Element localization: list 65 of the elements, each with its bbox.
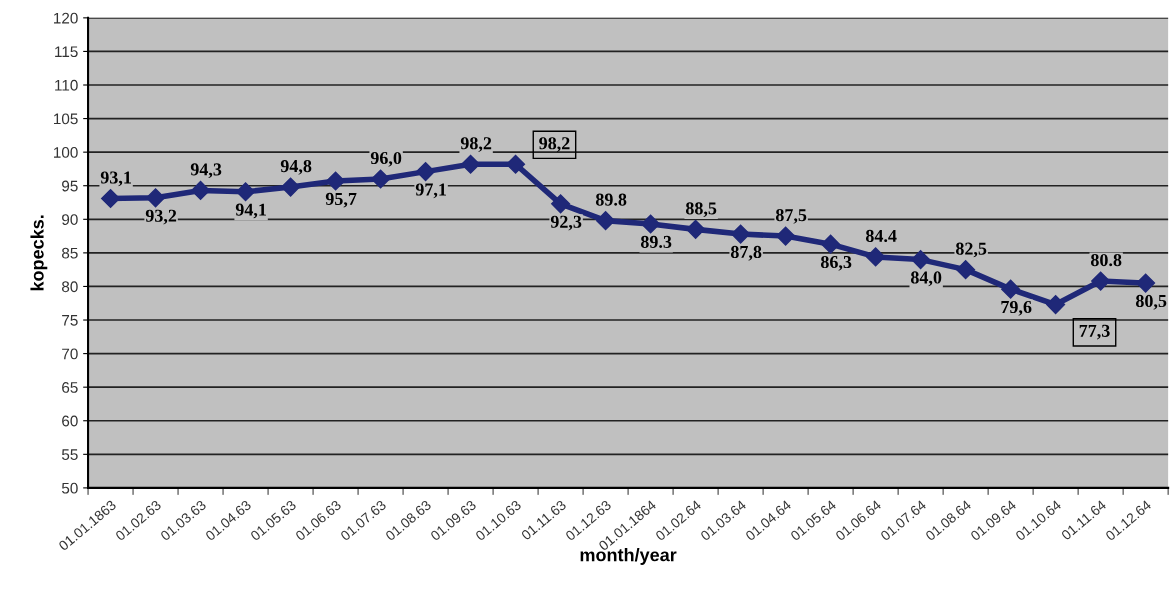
point [371,169,391,189]
point [1136,273,1156,293]
data-label: 82,5 [955,242,987,258]
y-tick-label: 80 [62,281,78,293]
x-axis-title: month/year [580,548,677,565]
data-label: 86,3 [820,255,852,271]
data-label: 94,3 [190,163,222,179]
data-label: 80.8 [1090,253,1122,267]
data-label: 87,8 [730,245,762,261]
point [146,188,166,208]
data-label: 84.4 [865,229,897,243]
data-label: 79,6 [1001,300,1032,316]
annotation: 77,3 [1079,324,1110,340]
data-label: 84,0 [910,271,942,287]
y-tick-label: 110 [55,79,78,91]
y-tick-label: 85 [62,247,78,259]
data-label: 95,7 [325,192,357,208]
y-tick-label: 75 [62,315,78,326]
point [101,188,121,209]
data-label: 89.3 [640,235,672,249]
annotation: 98,2 [539,137,570,152]
data-label: 94,1 [235,203,266,219]
point [956,260,976,280]
point [1001,279,1021,299]
data-label: 89.8 [595,193,627,206]
point [866,247,886,267]
point [281,177,301,197]
data-label: 94,8 [280,159,312,175]
point [1091,271,1111,291]
data-label: 80,5 [1135,294,1167,310]
y-tick-label: 100 [54,147,78,158]
point [686,219,706,239]
y-tick-label: 65 [62,382,78,393]
point [821,234,841,254]
data-label: 88,5 [685,202,717,218]
data-label: 96,0 [370,151,402,167]
point [326,171,346,191]
y-axis-title: kopecks. [30,215,48,291]
data-label: 98,2 [460,137,492,152]
y-tick-label: 115 [55,46,78,58]
y-tick-label: 120 [54,12,78,24]
point [776,226,796,246]
point [416,162,436,182]
point [461,154,481,174]
point [551,194,571,214]
data-label: 92,3 [550,215,582,231]
point [731,224,751,244]
y-tick-label: 50 [61,482,78,494]
point [596,211,616,231]
y-tick-label: 95 [62,180,78,192]
point [236,182,256,202]
point [641,214,661,234]
y-tick-label: 60 [62,415,78,427]
data-label: 93,1 [100,171,131,187]
data-label: 97,1 [415,183,446,199]
point [506,154,526,174]
data-label: 93,2 [145,209,177,225]
y-tick-label: 105 [54,113,78,125]
point [191,180,211,200]
data-label: 87,5 [775,208,807,224]
y-tick-label: 70 [62,348,78,360]
y-tick-label: 90 [62,214,78,225]
point [911,250,931,270]
point [1046,295,1066,315]
y-tick-label: 55 [61,449,78,461]
